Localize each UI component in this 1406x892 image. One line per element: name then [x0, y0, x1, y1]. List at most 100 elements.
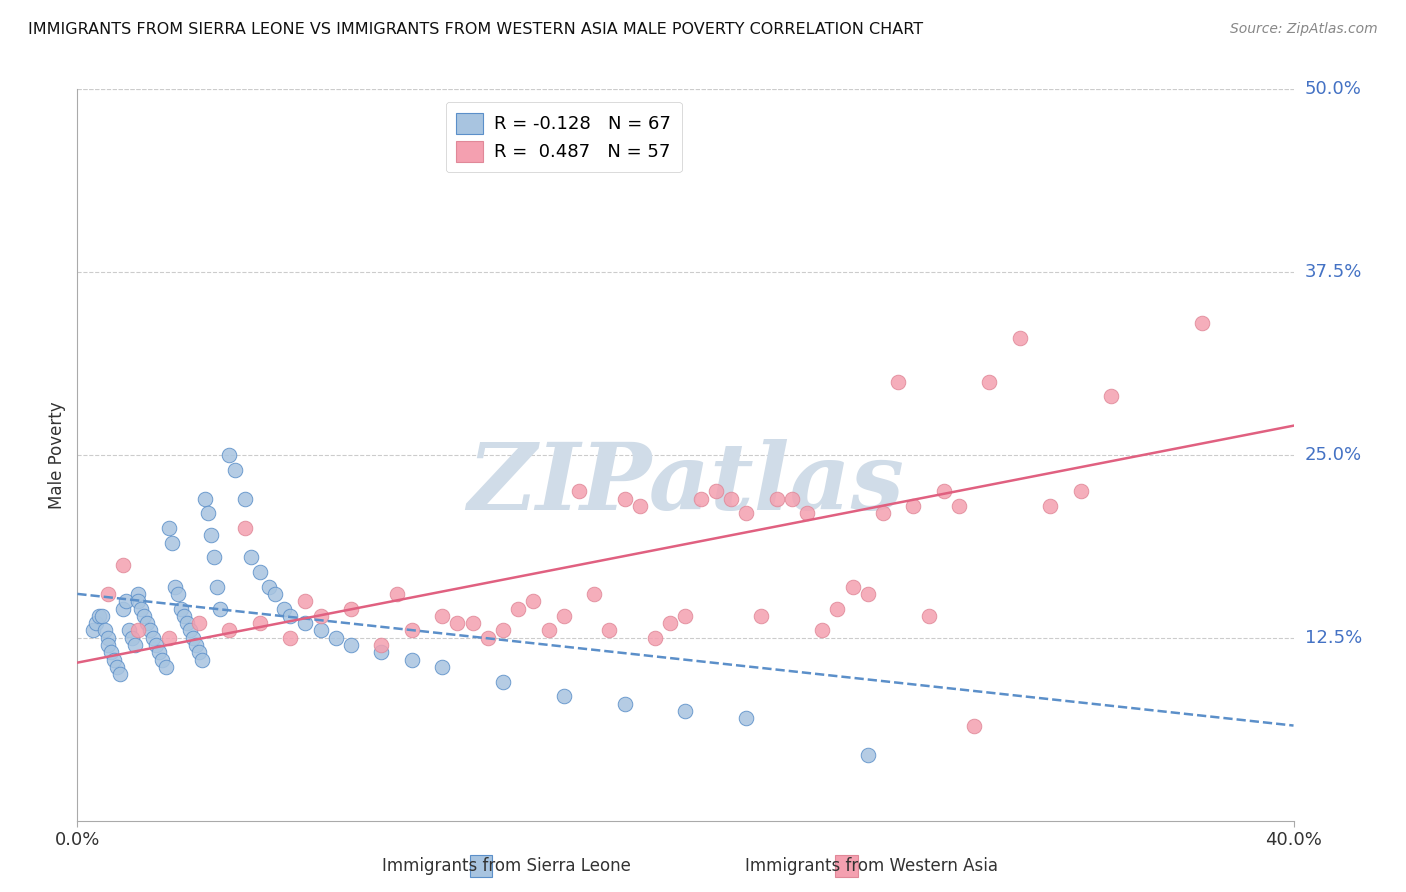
Point: [887, 375, 910, 389]
Point: [179, 624, 201, 638]
Point: [675, 704, 697, 718]
Point: [932, 484, 955, 499]
Point: [181, 631, 204, 645]
Point: [197, 507, 219, 521]
Point: [294, 594, 316, 608]
Text: 12.5%: 12.5%: [1305, 629, 1362, 647]
Text: Source: ZipAtlas.com: Source: ZipAtlas.com: [1230, 22, 1378, 37]
Point: [188, 645, 211, 659]
Point: [370, 645, 392, 659]
Point: [127, 594, 149, 608]
Point: [309, 624, 332, 638]
Point: [111, 601, 134, 615]
Point: [233, 491, 256, 506]
Point: [205, 580, 228, 594]
Point: [477, 631, 499, 645]
Point: [249, 565, 271, 579]
Point: [522, 594, 544, 608]
Point: [751, 608, 773, 623]
Point: [613, 697, 636, 711]
Point: [155, 660, 177, 674]
Point: [108, 667, 131, 681]
Point: [191, 653, 214, 667]
Point: [152, 653, 174, 667]
Point: [537, 624, 560, 638]
Point: [278, 608, 301, 623]
Point: [765, 491, 787, 506]
Point: [157, 521, 180, 535]
Point: [97, 631, 120, 645]
Point: [139, 624, 162, 638]
Point: [1039, 499, 1062, 513]
Point: [166, 587, 188, 601]
Point: [184, 638, 207, 652]
Point: [553, 690, 575, 704]
Point: [294, 616, 316, 631]
Point: [170, 601, 193, 615]
Text: ZIPatlas: ZIPatlas: [467, 439, 904, 529]
Point: [157, 631, 180, 645]
Point: [93, 624, 115, 638]
Point: [134, 608, 156, 623]
Point: [136, 616, 159, 631]
Point: [780, 491, 803, 506]
Point: [218, 448, 240, 462]
Point: [568, 484, 591, 499]
Point: [598, 624, 620, 638]
Point: [446, 616, 468, 631]
Point: [628, 499, 651, 513]
Point: [340, 601, 363, 615]
Point: [239, 550, 262, 565]
Legend: R = -0.128   N = 67, R =  0.487   N = 57: R = -0.128 N = 67, R = 0.487 N = 57: [446, 102, 682, 172]
Point: [508, 601, 530, 615]
Point: [827, 601, 849, 615]
Point: [370, 638, 392, 652]
Point: [90, 608, 112, 623]
Point: [233, 521, 256, 535]
Point: [105, 660, 128, 674]
Text: 25.0%: 25.0%: [1305, 446, 1362, 464]
Point: [124, 638, 146, 652]
Point: [249, 616, 271, 631]
Point: [841, 580, 863, 594]
Point: [553, 608, 575, 623]
Point: [278, 631, 301, 645]
Point: [115, 594, 138, 608]
Text: 50.0%: 50.0%: [1305, 80, 1361, 98]
Point: [979, 375, 1001, 389]
Point: [430, 660, 453, 674]
Point: [188, 616, 211, 631]
Point: [257, 580, 280, 594]
Point: [492, 624, 515, 638]
Point: [340, 638, 363, 652]
Point: [173, 608, 195, 623]
Point: [224, 462, 246, 476]
Point: [145, 638, 167, 652]
Point: [309, 608, 332, 623]
Point: [704, 484, 727, 499]
Point: [735, 507, 758, 521]
Text: Immigrants from Western Asia: Immigrants from Western Asia: [745, 857, 998, 875]
Point: [613, 491, 636, 506]
Point: [856, 587, 879, 601]
Point: [160, 535, 183, 549]
Point: [720, 491, 742, 506]
Point: [401, 624, 423, 638]
Point: [963, 718, 986, 732]
Point: [142, 631, 165, 645]
Point: [856, 747, 879, 762]
Point: [87, 608, 110, 623]
Point: [583, 587, 606, 601]
Point: [97, 587, 120, 601]
Point: [129, 601, 152, 615]
Point: [1008, 331, 1031, 345]
Point: [401, 653, 423, 667]
Point: [796, 507, 818, 521]
Point: [644, 631, 666, 645]
Point: [148, 645, 170, 659]
Point: [325, 631, 347, 645]
Text: 37.5%: 37.5%: [1305, 263, 1362, 281]
Point: [209, 601, 232, 615]
Point: [1070, 484, 1092, 499]
Point: [202, 550, 225, 565]
